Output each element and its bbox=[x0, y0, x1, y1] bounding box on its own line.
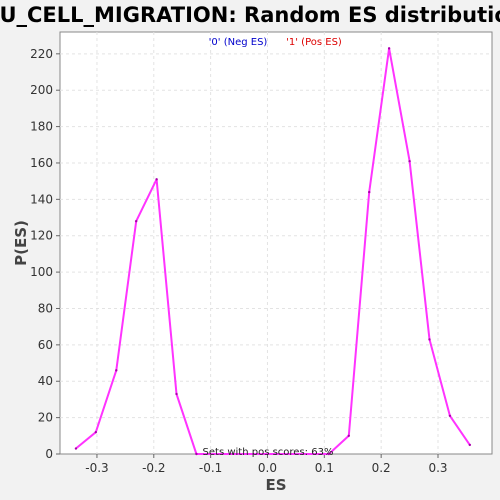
data-point bbox=[155, 178, 158, 181]
y-tick-label: 80 bbox=[38, 301, 53, 315]
x-axis-label: ES bbox=[265, 476, 286, 494]
y-tick-label: 120 bbox=[30, 229, 53, 243]
x-tick-label: 0.3 bbox=[428, 461, 447, 475]
chart-title: WU_CELL_MIGRATION: Random ES distributio… bbox=[0, 3, 500, 27]
y-tick-label: 0 bbox=[45, 447, 53, 461]
grid-lines bbox=[60, 32, 492, 454]
y-tick-label: 160 bbox=[30, 156, 53, 170]
y-tick-label: 200 bbox=[30, 83, 53, 97]
data-point bbox=[327, 452, 331, 456]
data-point bbox=[428, 338, 431, 341]
y-tick-label: 20 bbox=[38, 411, 53, 425]
data-point bbox=[115, 369, 118, 372]
x-tick-label: 0.0 bbox=[258, 461, 277, 475]
y-axis-ticks: 0 20 40 60 80 100 120 140 160 180 200 220 bbox=[30, 47, 60, 461]
pos-scores-annotation: Sets with pos scores: 63% bbox=[203, 447, 334, 458]
data-point bbox=[448, 414, 452, 418]
x-tick-label: -0.3 bbox=[85, 461, 108, 475]
y-axis-label: P(ES) bbox=[12, 220, 30, 266]
y-tick-label: 220 bbox=[30, 47, 53, 61]
x-tick-label: 0.2 bbox=[372, 461, 391, 475]
y-tick-label: 140 bbox=[30, 192, 53, 206]
x-tick-label: -0.2 bbox=[142, 461, 165, 475]
y-tick-label: 100 bbox=[30, 265, 53, 279]
data-point bbox=[468, 443, 472, 447]
data-point bbox=[347, 434, 350, 438]
data-point bbox=[387, 47, 391, 50]
y-tick-label: 180 bbox=[30, 120, 53, 134]
data-point bbox=[368, 190, 371, 194]
data-point bbox=[74, 447, 78, 450]
y-tick-label: 40 bbox=[38, 374, 53, 388]
x-tick-label: -0.1 bbox=[199, 461, 222, 475]
y-tick-label: 60 bbox=[38, 338, 53, 352]
data-point bbox=[195, 452, 198, 456]
plot-area bbox=[59, 31, 493, 455]
x-tick-label: 0.1 bbox=[315, 461, 334, 475]
legend-entry-neg-es: '0' (Neg ES) bbox=[209, 37, 268, 48]
data-point bbox=[94, 430, 98, 434]
data-point bbox=[408, 159, 411, 163]
x-axis-ticks: -0.3 -0.2 -0.1 0.0 0.1 0.2 0.3 bbox=[85, 454, 448, 475]
data-point bbox=[175, 392, 178, 396]
series-layer bbox=[74, 47, 472, 456]
data-point bbox=[134, 219, 138, 223]
legend-entry-pos-es: '1' (Pos ES) bbox=[286, 37, 342, 48]
